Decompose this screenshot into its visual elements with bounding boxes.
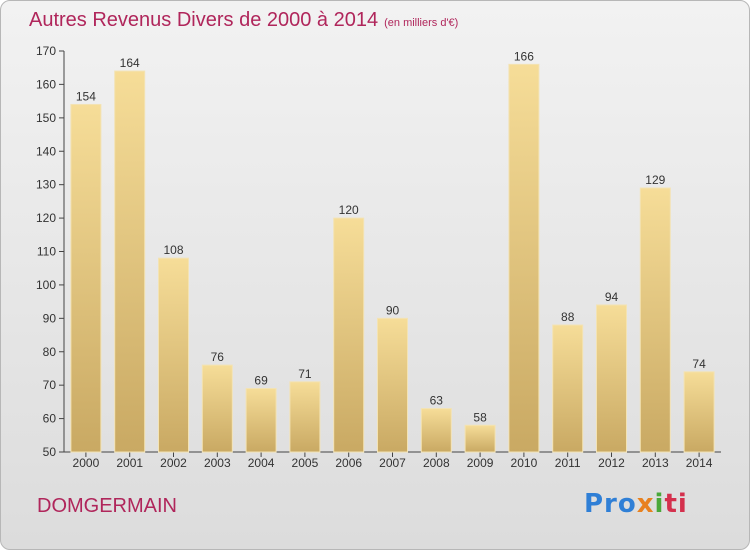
x-tick-label: 2005 [292, 456, 319, 470]
data-label: 164 [120, 56, 140, 70]
data-label: 90 [386, 303, 400, 317]
x-tick-label: 2002 [160, 456, 187, 470]
y-tick-label: 160 [36, 77, 56, 91]
bar [377, 317, 408, 453]
y-axis: 50 60 70 80 90 100 110 120 130 140 150 160 170 [36, 44, 65, 459]
data-label: 76 [211, 350, 225, 364]
commune-name: DOMGERMAIN [37, 495, 177, 517]
x-tick-label: 2014 [686, 456, 713, 470]
proxiti-logo[interactable]: Proxiti [584, 489, 688, 519]
y-tick-label: 120 [36, 211, 56, 225]
bar [333, 217, 365, 453]
y-tick-label: 170 [36, 44, 56, 58]
x-tick-label: 2010 [511, 456, 538, 470]
data-label: 63 [430, 394, 444, 408]
y-tick-label: 90 [43, 311, 57, 325]
data-label: 58 [473, 410, 487, 424]
bar [158, 257, 189, 453]
y-tick-label: 70 [43, 378, 57, 392]
data-label: 94 [605, 290, 619, 304]
x-tick-label: 2007 [379, 456, 406, 470]
data-label: 74 [692, 357, 706, 371]
bar [683, 371, 715, 453]
data-label: 71 [298, 367, 312, 381]
x-tick-label: 2000 [73, 456, 100, 470]
y-tick-label: 110 [37, 245, 56, 259]
y-tick-label: 140 [36, 144, 56, 158]
logo-part: ti [664, 489, 688, 519]
chart-title: Autres Revenus Divers de 2000 à 2014 (en … [29, 9, 458, 32]
bar [552, 324, 584, 453]
data-label: 69 [254, 374, 268, 388]
bar [70, 103, 102, 453]
chart-title-unit: (en milliers d'€) [384, 17, 459, 29]
data-label: 88 [561, 310, 575, 324]
x-tick-label: 2004 [248, 456, 275, 470]
y-tick-label: 100 [36, 278, 56, 292]
x-tick-label: 2012 [598, 456, 625, 470]
bar-series [70, 63, 715, 453]
bar [420, 408, 452, 453]
logo-part: x [636, 489, 655, 519]
y-tick-label: 50 [43, 445, 57, 459]
bar [201, 364, 233, 453]
data-label: 120 [339, 203, 359, 217]
y-tick-label: 80 [43, 345, 57, 359]
x-axis: 2000 2001 2002 2003 2004 2005 2006 2007 2008 2009… [64, 451, 721, 470]
x-tick-label: 2001 [116, 456, 143, 470]
bar [114, 70, 146, 453]
chart-title-main: Autres Revenus Divers de 2000 à 2014 [29, 9, 379, 31]
x-tick-label: 2013 [642, 456, 669, 470]
x-tick-label: 2008 [423, 456, 450, 470]
bar [245, 388, 277, 453]
y-tick-label: 60 [43, 412, 57, 426]
data-label: 166 [514, 49, 534, 63]
x-tick-label: 2006 [335, 456, 362, 470]
bar [289, 381, 321, 453]
y-tick-label: 130 [36, 178, 56, 192]
data-label: 154 [76, 89, 96, 103]
bar [639, 187, 671, 453]
data-label: 129 [645, 173, 665, 187]
logo-part: i [654, 489, 665, 519]
bar [464, 424, 496, 453]
data-label: 108 [163, 243, 183, 257]
x-tick-label: 2003 [204, 456, 231, 470]
y-tick-label: 150 [36, 111, 56, 125]
bar [596, 304, 627, 453]
data-labels: 154 164 108 76 69 71 120 90 63 58 166 88 94 129 74 [76, 49, 706, 424]
logo-part: Pro [584, 489, 637, 519]
bar [508, 63, 540, 453]
x-tick-label: 2009 [467, 456, 494, 470]
x-tick-label: 2011 [555, 456, 581, 470]
